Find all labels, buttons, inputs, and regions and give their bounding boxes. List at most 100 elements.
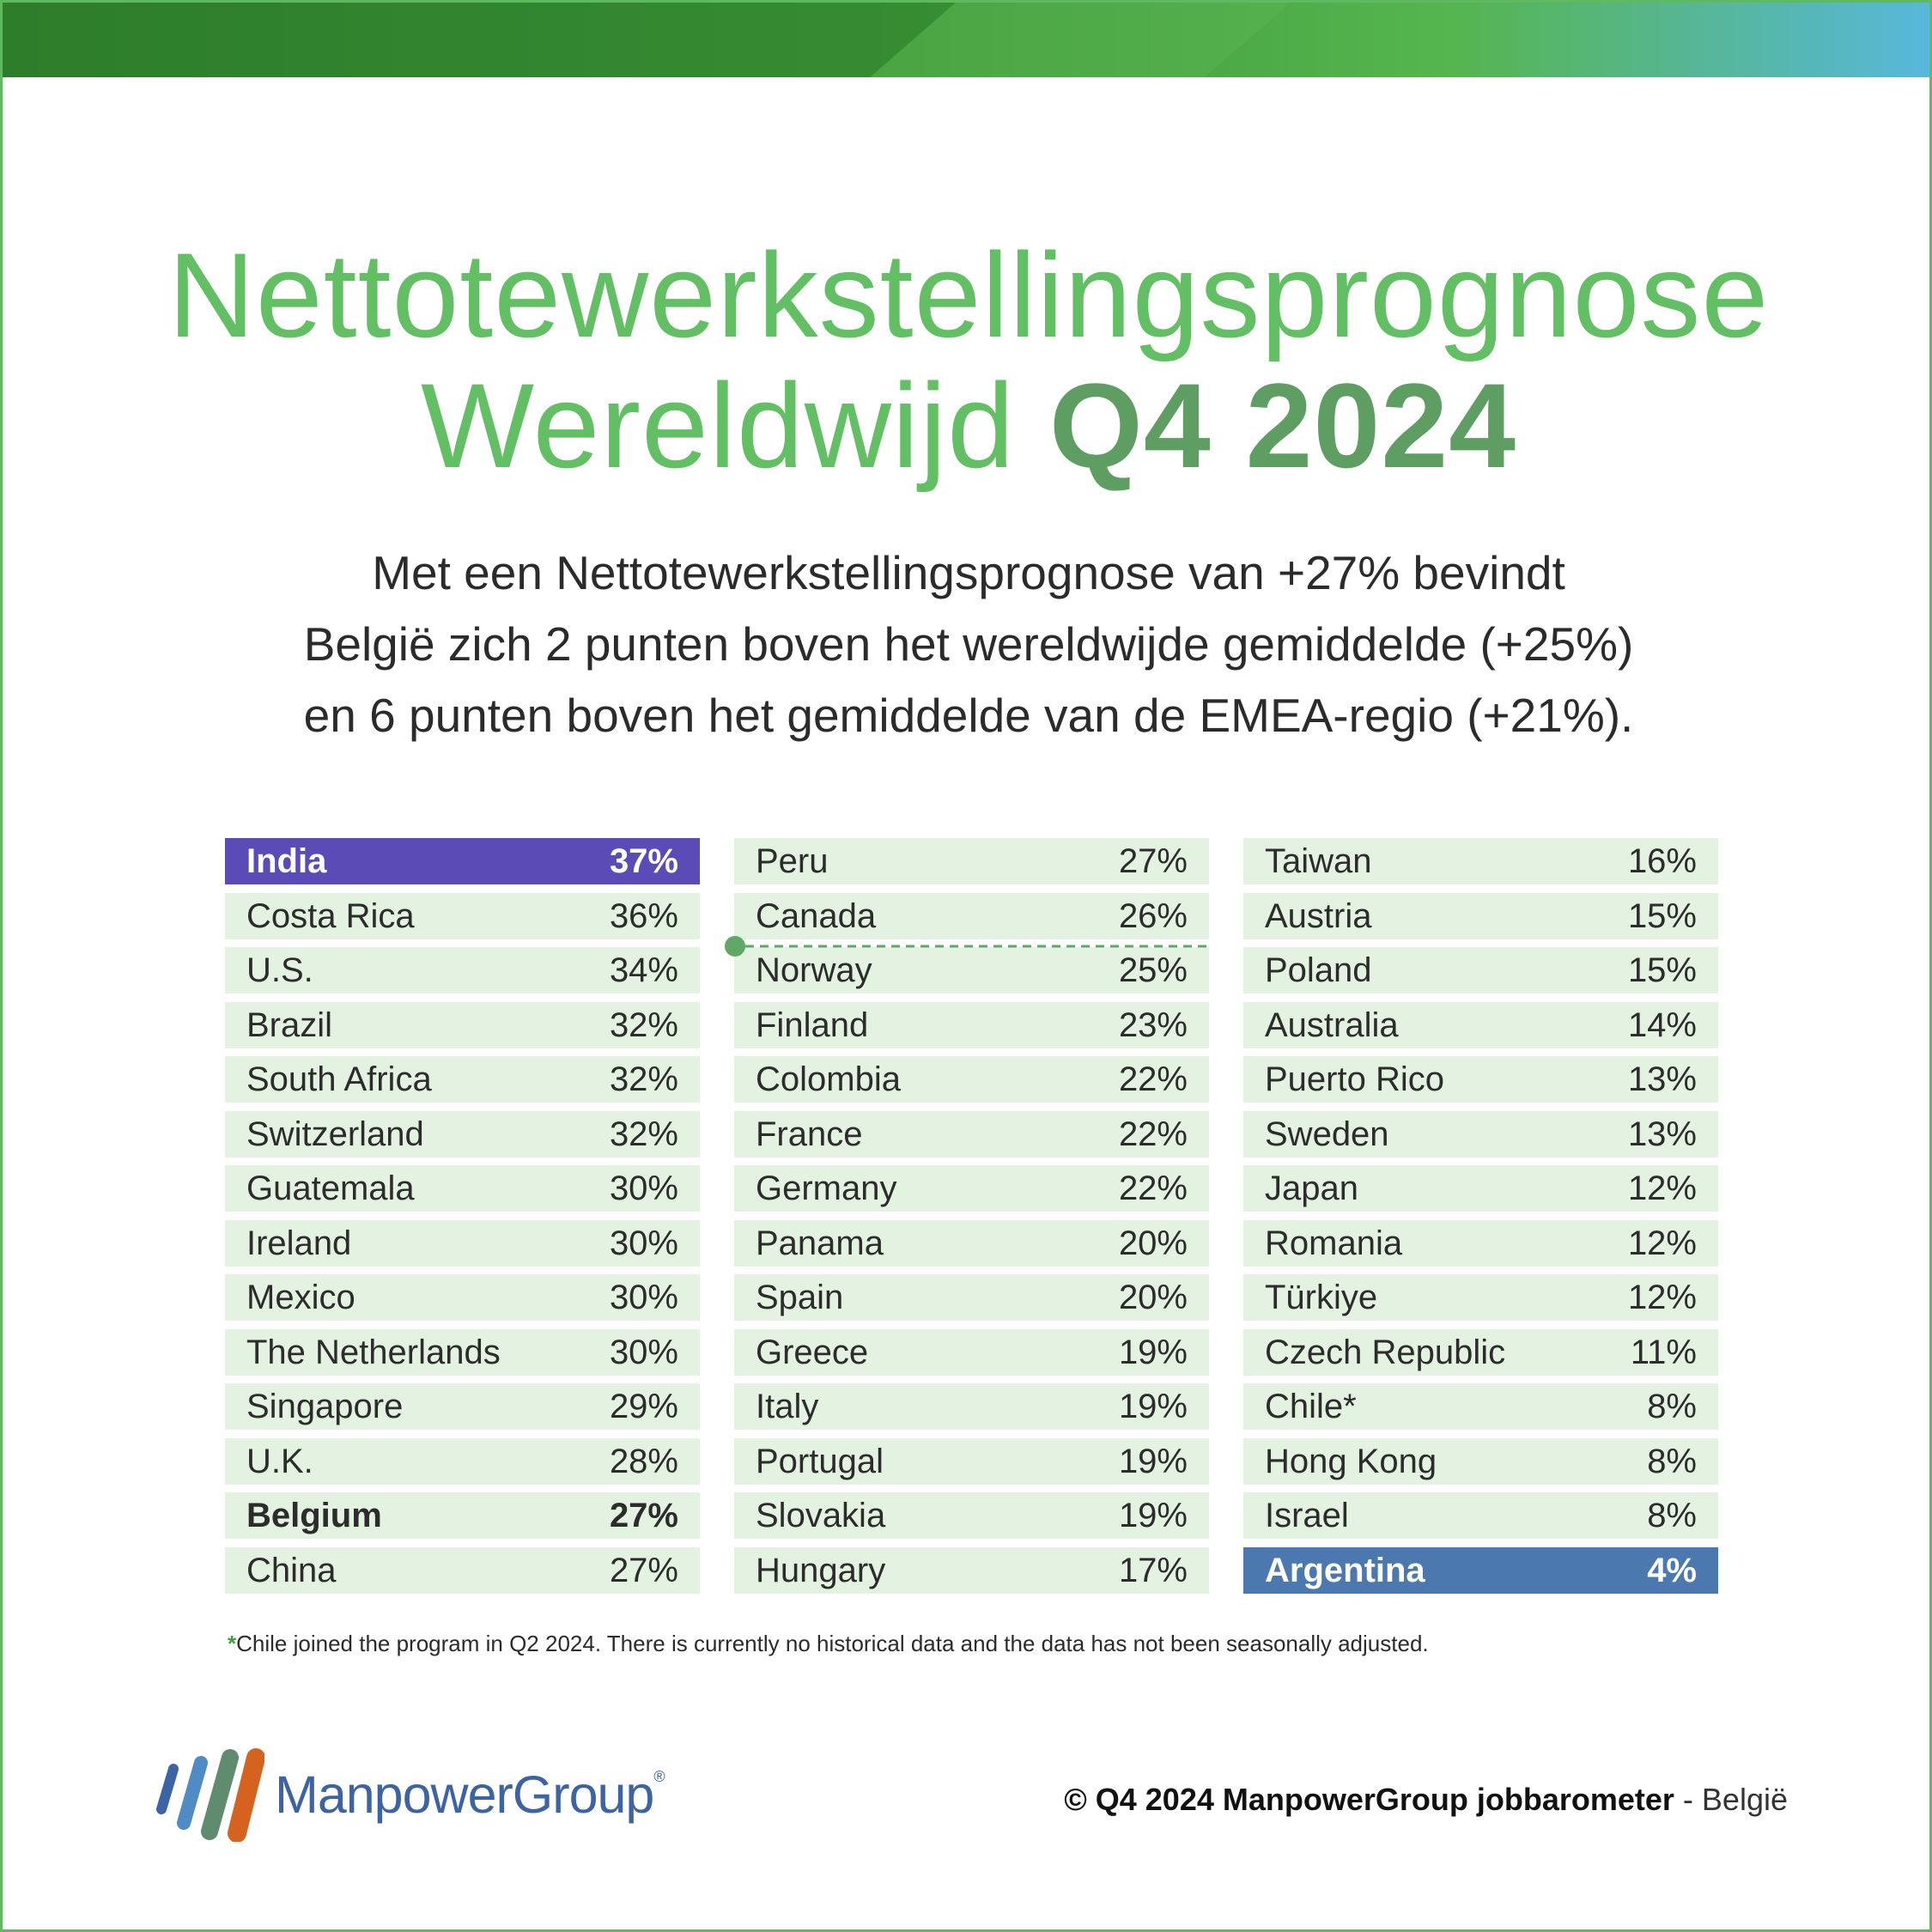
country-value: 32% — [609, 1115, 678, 1153]
country-name: Brazil — [246, 1005, 333, 1044]
country-name: Puerto Rico — [1265, 1060, 1444, 1098]
subtitle-line-2: België zich 2 punten boven het wereldwij… — [303, 617, 1634, 671]
table-row: Slovakia 19% — [734, 1492, 1209, 1539]
country-name: Sweden — [1265, 1115, 1389, 1153]
table-row: Czech Republic 11% — [1243, 1328, 1718, 1376]
country-name: U.S. — [246, 951, 313, 989]
country-value: 30% — [609, 1224, 678, 1262]
subtitle-line-3: en 6 punten boven het gemiddelde van de … — [303, 689, 1634, 742]
table-row: Brazil 32% — [225, 1001, 700, 1048]
country-name: Australia — [1265, 1005, 1399, 1044]
table-row: Taiwan 16% — [1243, 838, 1718, 884]
country-value: 29% — [609, 1388, 678, 1425]
country-value: 12% — [1627, 1224, 1697, 1262]
country-value: 27% — [609, 1551, 678, 1589]
table-row: Colombia 22% — [734, 1056, 1209, 1103]
global-average-dot — [725, 936, 745, 957]
table-row: U.K. 28% — [225, 1437, 700, 1485]
country-name: Singapore — [246, 1388, 404, 1425]
country-name: Portugal — [756, 1442, 884, 1480]
table-row: Switzerland 32% — [225, 1110, 700, 1157]
country-value: 19% — [1118, 1497, 1188, 1534]
country-name: Austria — [1265, 896, 1372, 935]
country-value: 20% — [1118, 1279, 1188, 1316]
ranking-column-1: India 37% Costa Rica 36% U.S. 34% Brazil 32% Sou… — [225, 838, 700, 1601]
country-value: 15% — [1627, 951, 1697, 989]
country-value: 22% — [1118, 1115, 1188, 1153]
country-value: 13% — [1627, 1115, 1697, 1153]
global-average-marker — [725, 936, 1212, 957]
country-name: Argentina — [1265, 1551, 1425, 1589]
country-name: Spain — [756, 1279, 844, 1316]
country-value: 16% — [1627, 842, 1697, 880]
country-name: Guatemala — [246, 1170, 415, 1207]
table-row: Australia 14% — [1243, 1001, 1718, 1048]
country-value: 28% — [609, 1442, 678, 1480]
country-value: 32% — [609, 1060, 678, 1098]
footnote: *Chile joined the program in Q2 2024. Th… — [228, 1631, 1429, 1657]
manpowergroup-logo: ManpowerGroup® — [144, 1739, 694, 1842]
country-value: 34% — [609, 951, 678, 989]
table-row: Italy 19% — [734, 1383, 1209, 1430]
subtitle: Met een Nettotewerkstellingsprognose van… — [3, 538, 1929, 751]
table-row: Guatemala 30% — [225, 1165, 700, 1212]
country-value: 12% — [1627, 1170, 1697, 1207]
table-row: Ireland 30% — [225, 1219, 700, 1267]
country-name: U.K. — [246, 1442, 313, 1480]
table-row: Norway 25% — [734, 947, 1209, 993]
copyright-region: België — [1701, 1782, 1788, 1817]
country-name: Germany — [756, 1170, 897, 1207]
country-value: 20% — [1118, 1224, 1188, 1262]
country-value: 11% — [1630, 1333, 1697, 1371]
table-row: Spain 20% — [734, 1274, 1209, 1321]
country-value: 30% — [609, 1279, 678, 1316]
country-value: 30% — [609, 1170, 678, 1207]
top-gradient-band — [3, 3, 1929, 77]
country-name: Finland — [756, 1005, 869, 1044]
country-value: 14% — [1627, 1005, 1697, 1044]
country-value: 13% — [1627, 1060, 1697, 1098]
country-value: 30% — [609, 1333, 678, 1371]
country-name: Poland — [1265, 951, 1372, 989]
table-row: Japan 12% — [1243, 1165, 1718, 1212]
table-row: Canada 26% — [734, 892, 1209, 939]
country-name: Greece — [756, 1333, 869, 1371]
table-row: Romania 12% — [1243, 1219, 1718, 1267]
copyright-main: © Q4 2024 ManpowerGroup jobbarometer — [1064, 1782, 1674, 1817]
table-row: India 37% — [225, 838, 700, 884]
table-row: Panama 20% — [734, 1219, 1209, 1267]
country-value: 15% — [1627, 896, 1697, 935]
country-name: Ireland — [246, 1224, 352, 1262]
table-row: Germany 22% — [734, 1165, 1209, 1212]
table-row: Israel 8% — [1243, 1492, 1718, 1539]
country-name: Taiwan — [1265, 842, 1372, 880]
country-value: 27% — [1118, 842, 1188, 880]
table-row: Finland 23% — [734, 1001, 1209, 1048]
table-row: Chile* 8% — [1243, 1383, 1718, 1430]
country-value: 36% — [609, 896, 678, 935]
table-row: Peru 27% — [734, 838, 1209, 884]
country-value: 32% — [609, 1005, 678, 1044]
country-value: 19% — [1118, 1442, 1188, 1480]
country-value: 19% — [1118, 1333, 1188, 1371]
country-value: 12% — [1627, 1279, 1697, 1316]
table-row: China 27% — [225, 1546, 700, 1594]
table-row: Greece 19% — [734, 1328, 1209, 1376]
country-name: Hong Kong — [1265, 1442, 1437, 1480]
country-name: Colombia — [756, 1060, 901, 1098]
manpowergroup-logo-mark — [156, 1748, 264, 1842]
country-value: 25% — [1118, 951, 1188, 989]
country-name: France — [756, 1115, 863, 1153]
copyright-separator: - — [1674, 1782, 1702, 1817]
logo-text: ManpowerGroup — [275, 1765, 654, 1824]
table-row: Poland 15% — [1243, 947, 1718, 993]
country-value: 37% — [609, 842, 678, 880]
country-value: 27% — [609, 1497, 678, 1534]
country-name: Türkiye — [1265, 1279, 1378, 1316]
table-row: U.S. 34% — [225, 947, 700, 993]
table-row: Sweden 13% — [1243, 1110, 1718, 1157]
country-name: Hungary — [756, 1551, 886, 1589]
subtitle-line-1: Met een Nettotewerkstellingsprognose van… — [372, 546, 1565, 599]
table-row: Austria 15% — [1243, 892, 1718, 939]
